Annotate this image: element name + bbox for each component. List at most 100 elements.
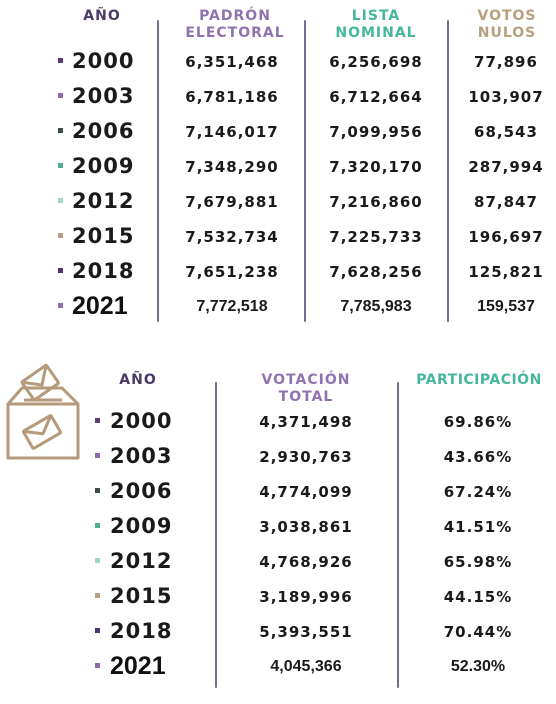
table1-row: 2012 7,679,881 7,216,860 87,847 <box>0 187 556 215</box>
row-bullet <box>58 303 63 308</box>
year-cell: 2015 <box>72 224 135 248</box>
row-bullet <box>58 93 63 98</box>
year-cell: 2021 <box>72 292 128 320</box>
year-cell: 2000 <box>110 409 173 433</box>
row-bullet <box>58 198 63 203</box>
nulos-cell: 68,543 <box>474 123 538 141</box>
table2-row: 2021 4,045,366 52.30% <box>0 652 556 680</box>
votacion-cell: 3,189,996 <box>259 588 353 606</box>
participacion-cell: 44.15% <box>443 588 513 606</box>
table1-row: 2009 7,348,290 7,320,170 287,994 <box>0 152 556 180</box>
year-cell: 2015 <box>110 584 173 608</box>
table1-divider-2 <box>304 20 306 322</box>
lista-cell: 7,320,170 <box>329 158 423 176</box>
votacion-cell: 4,045,366 <box>270 658 342 675</box>
nulos-cell: 196,697 <box>468 228 544 246</box>
year-cell: 2012 <box>110 549 173 573</box>
row-bullet <box>95 593 100 598</box>
participacion-cell: 52.30% <box>450 658 506 675</box>
year-cell: 2000 <box>72 49 135 73</box>
table2-row: 2018 5,393,551 70.44% <box>0 617 556 645</box>
table2-header-votacion: VOTACIÓN TOTAL <box>246 372 366 406</box>
table2-row: 2000 4,371,498 69.86% <box>0 407 556 435</box>
table2-header-votacion-line1: VOTACIÓN <box>261 372 351 388</box>
row-bullet <box>95 453 100 458</box>
table2-row: 2006 4,774,099 67.24% <box>0 477 556 505</box>
table1-row: 2015 7,532,734 7,225,733 196,697 <box>0 222 556 250</box>
row-bullet <box>58 58 63 63</box>
participacion-cell: 69.86% <box>443 413 513 431</box>
nulos-cell: 77,896 <box>474 53 538 71</box>
row-bullet <box>95 663 100 668</box>
lista-cell: 6,712,664 <box>329 88 423 106</box>
table1-divider-1 <box>157 20 159 322</box>
padron-cell: 6,351,468 <box>185 53 279 71</box>
nulos-cell: 125,821 <box>468 263 544 281</box>
table2-divider-2 <box>397 382 399 688</box>
table1-row: 2000 6,351,468 6,256,698 77,896 <box>0 47 556 75</box>
ballot-box-icon <box>2 360 82 462</box>
table1-header-lista: LISTA NOMINAL <box>320 8 432 42</box>
row-bullet <box>58 128 63 133</box>
year-cell: 2009 <box>110 514 173 538</box>
lista-cell: 7,216,860 <box>329 193 423 211</box>
row-bullet <box>58 268 63 273</box>
lista-cell: 7,628,256 <box>329 263 423 281</box>
padron-cell: 6,781,186 <box>185 88 279 106</box>
table1-header-nulos: VOTOS NULOS <box>466 8 548 42</box>
year-cell: 2006 <box>110 479 173 503</box>
table2-row: 2009 3,038,861 41.51% <box>0 512 556 540</box>
row-bullet <box>95 523 100 528</box>
year-cell: 2003 <box>72 84 135 108</box>
votacion-cell: 3,038,861 <box>259 518 353 536</box>
table2-row: 2012 4,768,926 65.98% <box>0 547 556 575</box>
table1-header-padron: PADRÓN ELECTORAL <box>170 8 300 42</box>
row-bullet <box>58 233 63 238</box>
padron-cell: 7,772,518 <box>196 298 268 315</box>
table2-header-year: AÑO <box>119 372 157 388</box>
nulos-cell: 103,907 <box>468 88 544 106</box>
year-cell: 2021 <box>110 652 166 680</box>
participacion-cell: 70.44% <box>443 623 513 641</box>
table1-header-lista-line1: LISTA <box>351 8 401 24</box>
year-cell: 2018 <box>72 259 135 283</box>
nulos-cell: 159,537 <box>477 298 535 315</box>
table1-header-nulos-line2: NULOS <box>477 25 537 41</box>
table1-row: 2021 7,772,518 7,785,983 159,537 <box>0 292 556 320</box>
table1-row: 2006 7,146,017 7,099,956 68,543 <box>0 117 556 145</box>
nulos-cell: 287,994 <box>468 158 544 176</box>
year-cell: 2012 <box>72 189 135 213</box>
row-bullet <box>95 558 100 563</box>
table1-row: 2018 7,651,238 7,628,256 125,821 <box>0 257 556 285</box>
lista-cell: 6,256,698 <box>329 53 423 71</box>
table1-divider-3 <box>447 20 449 322</box>
table1-header-lista-line2: NOMINAL <box>335 25 417 41</box>
table2-row: 2003 2,930,763 43.66% <box>0 442 556 470</box>
row-bullet <box>58 163 63 168</box>
padron-cell: 7,532,734 <box>185 228 279 246</box>
table2-row: 2015 3,189,996 44.15% <box>0 582 556 610</box>
row-bullet <box>95 488 100 493</box>
table2-divider-1 <box>215 382 217 688</box>
participacion-cell: 67.24% <box>443 483 513 501</box>
row-bullet <box>95 628 100 633</box>
lista-cell: 7,785,983 <box>340 298 412 315</box>
votacion-cell: 4,371,498 <box>259 413 353 431</box>
padron-cell: 7,146,017 <box>185 123 279 141</box>
table1-header-year: AÑO <box>83 8 121 24</box>
year-cell: 2006 <box>72 119 135 143</box>
lista-cell: 7,225,733 <box>329 228 423 246</box>
padron-cell: 7,651,238 <box>185 263 279 281</box>
votacion-cell: 5,393,551 <box>259 623 353 641</box>
votacion-cell: 4,768,926 <box>259 553 353 571</box>
padron-cell: 7,348,290 <box>185 158 279 176</box>
table1-row: 2003 6,781,186 6,712,664 103,907 <box>0 82 556 110</box>
participacion-cell: 43.66% <box>443 448 513 466</box>
year-cell: 2003 <box>110 444 173 468</box>
padron-cell: 7,679,881 <box>185 193 279 211</box>
participacion-cell: 65.98% <box>443 553 513 571</box>
table1-header-padron-line2: ELECTORAL <box>185 25 285 41</box>
participacion-cell: 41.51% <box>443 518 513 536</box>
table2-header-participacion: PARTICIPACIÓN <box>416 372 542 388</box>
year-cell: 2009 <box>72 154 135 178</box>
